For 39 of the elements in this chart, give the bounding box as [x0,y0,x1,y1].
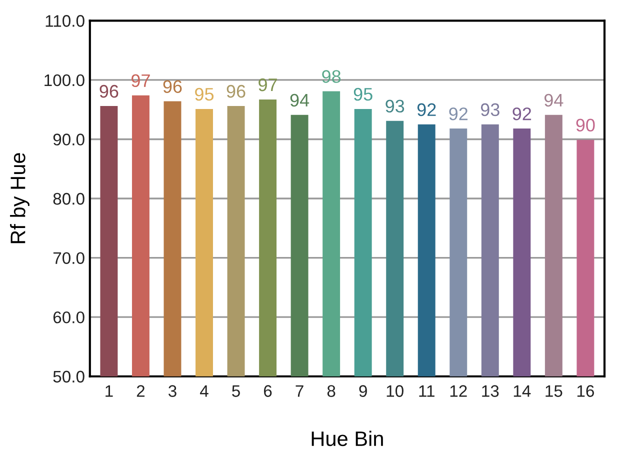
x-tick-label: 13 [482,385,499,397]
x-tick-label: 7 [296,385,304,397]
x-tick-label: 4 [200,385,208,397]
y-tick-label: 100.0 [44,74,84,86]
y-tick-label: 110.0 [46,15,84,27]
data-label: 96 [100,84,118,98]
data-label: 94 [290,94,310,107]
x-tick-label: 2 [136,385,145,397]
data-label: 96 [163,80,182,93]
x-axis-title: Hue Bin [312,430,383,446]
data-label: 92 [417,103,436,116]
data-label: 92 [449,107,468,120]
x-tick-label: 11 [419,385,434,397]
data-label: 92 [512,107,532,120]
x-tick-label: 14 [514,385,531,397]
y-axis-title: Rf by Hue [10,153,30,244]
data-label: 95 [354,88,372,101]
x-tick-label: 8 [327,385,336,397]
data-label: 97 [258,78,277,92]
data-label: 90 [576,118,595,132]
y-tick-label: 90.0 [53,134,84,146]
data-label: 94 [544,94,564,107]
x-tick-label: 15 [546,385,562,397]
x-tick-label: 3 [168,385,176,397]
y-tick-label: 60.0 [53,311,84,324]
data-label: 93 [386,100,404,113]
y-tick-label: 70.0 [53,252,84,264]
data-label: 93 [480,103,500,116]
data-label: 95 [195,88,214,101]
data-label: 96 [226,84,246,98]
x-tick-label: 16 [577,385,594,397]
x-tick-label: 9 [359,385,367,397]
y-tick-label: 50.0 [53,370,84,383]
x-tick-label: 10 [386,385,404,397]
x-tick-label: 1 [106,385,113,397]
y-tick-label: 80.0 [53,192,84,205]
x-tick-label: 12 [450,385,467,397]
x-tick-label: 6 [264,385,272,397]
x-tick-label: 5 [232,385,240,397]
